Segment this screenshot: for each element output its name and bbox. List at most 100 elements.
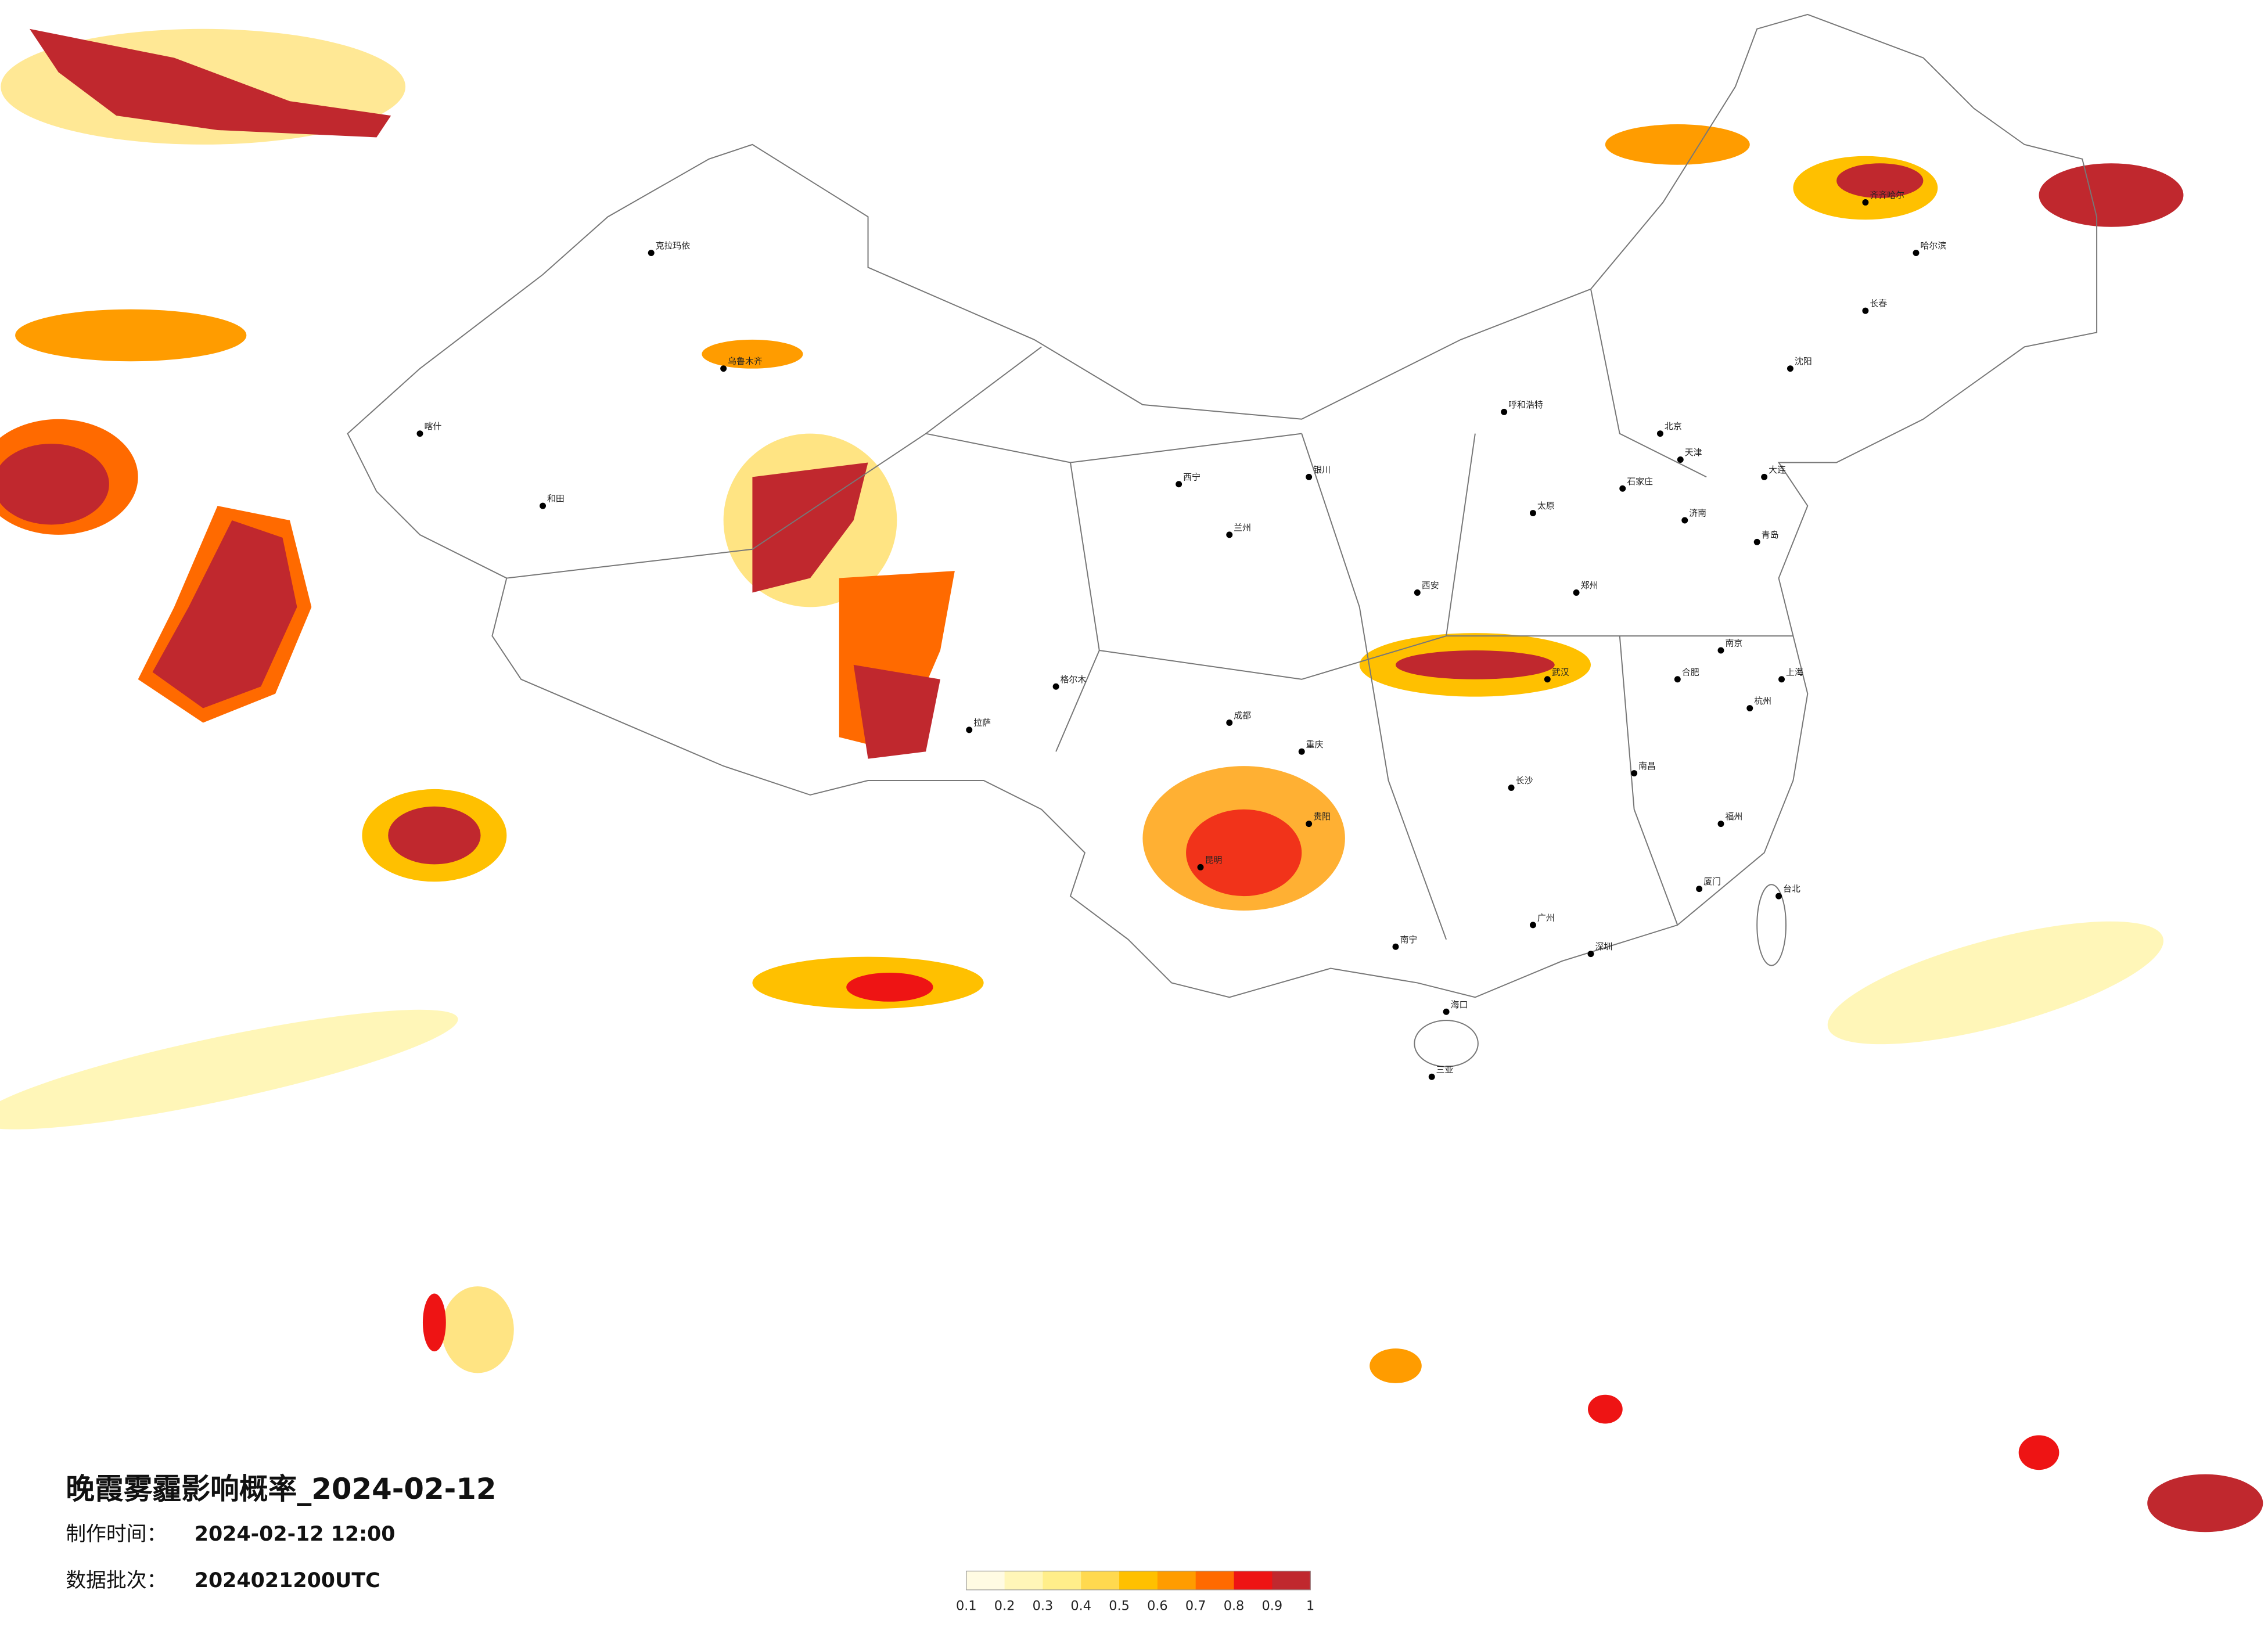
city-dot [1226,719,1233,726]
colorbar-tick-label: 0.1 [956,1599,977,1614]
city-dot [1501,408,1508,415]
haze-area [1588,1394,1623,1424]
city-label: 乌鲁木齐 [728,356,763,366]
city-dot [1414,589,1421,596]
city-dot [1508,784,1515,791]
city-label: 重庆 [1306,739,1324,750]
batch-label: 数据批次： [66,1569,167,1592]
city-label: 呼和浩特 [1508,400,1543,410]
haze-area [2018,1435,2059,1470]
province-border [506,289,1793,940]
colorbar-tick-label: 0.3 [1033,1599,1054,1614]
city-label: 哈尔滨 [1920,240,1946,251]
haze-area [388,806,481,865]
city-dot [1544,676,1551,683]
city-label: 格尔木 [1061,674,1087,685]
city-dot [1573,589,1580,596]
city-dot [1778,676,1785,683]
haze-area [846,973,933,1002]
city-label: 青岛 [1762,530,1779,540]
city-dot [1681,517,1688,524]
haze-area [0,1009,458,1129]
haze-area [702,339,803,369]
city-label: 石家庄 [1627,476,1653,487]
map-title: 晚霞雾霾影响概率_2024-02-12 [66,1472,496,1506]
city-dot [1052,683,1059,690]
city-dot [1753,538,1760,545]
city-label: 上海 [1786,667,1803,677]
city-dot [648,250,655,257]
city-label: 大连 [1769,465,1786,475]
haze-area [29,28,391,138]
city-label: 南昌 [1638,761,1656,771]
city-label: 长沙 [1516,775,1533,786]
city-label: 三亚 [1436,1064,1454,1075]
haze-area [1605,124,1750,165]
city-label: 银川 [1313,465,1331,475]
batch-value: 2024021200UTC [195,1569,380,1592]
city-label: 克拉玛依 [656,240,691,251]
city-label: 厦门 [1703,876,1721,887]
city-dot [1862,199,1869,206]
city-label: 和田 [547,494,565,504]
city-label: 贵阳 [1313,811,1331,822]
island-border [1414,1020,1479,1067]
city-dot [1717,821,1724,828]
haze-area [752,462,868,593]
city-label: 济南 [1689,508,1706,519]
haze-area [1827,921,2164,1045]
city-dot [1587,951,1594,958]
city-label: 太原 [1537,501,1555,511]
colorbar-segment [1195,1571,1235,1590]
colorbar-tick-label: 0.2 [994,1599,1015,1614]
colorbar-segment [1043,1571,1081,1590]
haze-area [1395,650,1555,679]
city-dot [1226,531,1233,538]
haze-area [15,309,247,362]
colorbar-tick-label: 0.9 [1262,1599,1283,1614]
colorbar: 0.1 0.2 0.3 0.4 0.5 0.6 0.7 0.8 0.9 1 [956,1570,1314,1614]
colorbar-segment [1004,1571,1044,1590]
island-border [1756,884,1787,966]
haze-area [853,664,940,759]
colorbar-segment [1119,1571,1158,1590]
city-label: 福州 [1725,811,1742,822]
haze-area [2147,1474,2263,1533]
city-label: 杭州 [1754,696,1771,706]
city-dot [1443,1008,1450,1015]
colorbar-segment [966,1571,1005,1590]
haze-area [152,520,297,708]
city-dot [1717,647,1724,654]
city-dot [540,502,547,509]
city-dot [1428,1073,1435,1080]
city-dot [1298,748,1305,755]
colorbar-tick-label: 1 [1306,1599,1314,1614]
city-dot [1529,922,1536,929]
city-dot [1176,481,1182,488]
city-dot [1746,705,1753,712]
colorbar-segment [1234,1571,1273,1590]
city-label: 台北 [1783,884,1800,894]
city-dot [1761,473,1768,480]
city-dot [416,430,423,437]
haze-area [0,444,109,525]
city-label: 北京 [1665,421,1682,431]
made-time: 2024-02-12 12:00 [195,1523,396,1546]
colorbar-tick-label: 0.8 [1224,1599,1245,1614]
haze-area [441,1286,514,1373]
city-dot [1862,307,1869,314]
made-label: 制作时间： [66,1523,167,1546]
city-dot [966,726,973,733]
city-label: 郑州 [1581,580,1598,591]
city-dot [1306,821,1313,828]
city-dot [1619,485,1626,492]
city-label: 长春 [1870,298,1887,309]
city-label: 广州 [1537,912,1555,923]
city-dot [720,365,727,372]
colorbar-segment [1157,1571,1196,1590]
city-dot [1787,365,1793,372]
city-label: 昆明 [1205,855,1222,865]
city-dot [1696,886,1703,893]
colorbar-tick-label: 0.7 [1185,1599,1206,1614]
